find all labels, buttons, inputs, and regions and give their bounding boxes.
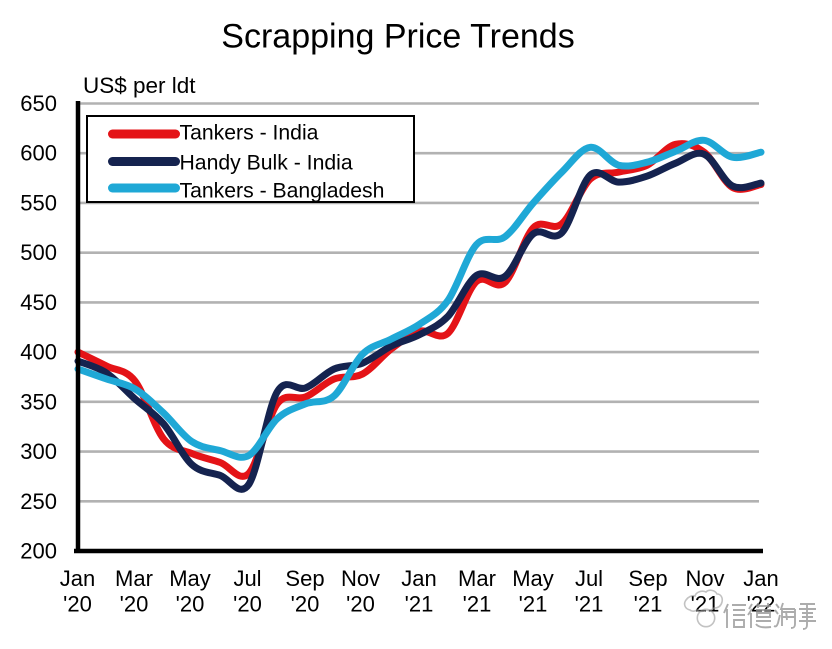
svg-text:450: 450 xyxy=(20,290,57,315)
svg-text:May: May xyxy=(512,566,554,591)
svg-text:US$ per ldt: US$ per ldt xyxy=(83,73,196,98)
svg-text:'20: '20 xyxy=(120,592,149,617)
svg-text:'20: '20 xyxy=(176,592,205,617)
svg-text:Jul: Jul xyxy=(233,566,261,591)
svg-text:'21: '21 xyxy=(575,592,604,617)
svg-text:'20: '20 xyxy=(63,592,92,617)
svg-text:200: 200 xyxy=(20,539,57,564)
svg-text:400: 400 xyxy=(20,340,57,365)
svg-text:Jan: Jan xyxy=(401,566,436,591)
svg-text:Jan: Jan xyxy=(60,566,95,591)
svg-text:Jan: Jan xyxy=(743,566,778,591)
svg-text:Mar: Mar xyxy=(115,566,153,591)
svg-text:'20: '20 xyxy=(291,592,320,617)
svg-text:Sep: Sep xyxy=(285,566,324,591)
svg-text:650: 650 xyxy=(20,91,57,116)
svg-text:Mar: Mar xyxy=(458,566,496,591)
svg-text:May: May xyxy=(169,566,211,591)
svg-text:Nov: Nov xyxy=(341,566,380,591)
svg-text:Jul: Jul xyxy=(575,566,603,591)
svg-text:Tankers - Bangladesh: Tankers - Bangladesh xyxy=(180,180,385,203)
svg-text:'21: '21 xyxy=(634,592,663,617)
svg-text:500: 500 xyxy=(20,240,57,265)
svg-text:300: 300 xyxy=(20,439,57,464)
svg-text:'20: '20 xyxy=(346,592,375,617)
svg-text:350: 350 xyxy=(20,389,57,414)
svg-text:'21: '21 xyxy=(405,592,434,617)
svg-text:Sep: Sep xyxy=(628,566,667,591)
svg-text:Scrapping Price Trends: Scrapping Price Trends xyxy=(221,18,574,56)
svg-text:Handy Bulk - India: Handy Bulk - India xyxy=(180,152,353,175)
svg-text:600: 600 xyxy=(20,141,57,166)
svg-text:'20: '20 xyxy=(233,592,262,617)
svg-text:'21: '21 xyxy=(463,592,492,617)
svg-text:Nov: Nov xyxy=(685,566,724,591)
svg-text:Tankers - India: Tankers - India xyxy=(180,122,319,145)
svg-text:'21: '21 xyxy=(519,592,548,617)
svg-text:250: 250 xyxy=(20,489,57,514)
svg-text:550: 550 xyxy=(20,190,57,215)
